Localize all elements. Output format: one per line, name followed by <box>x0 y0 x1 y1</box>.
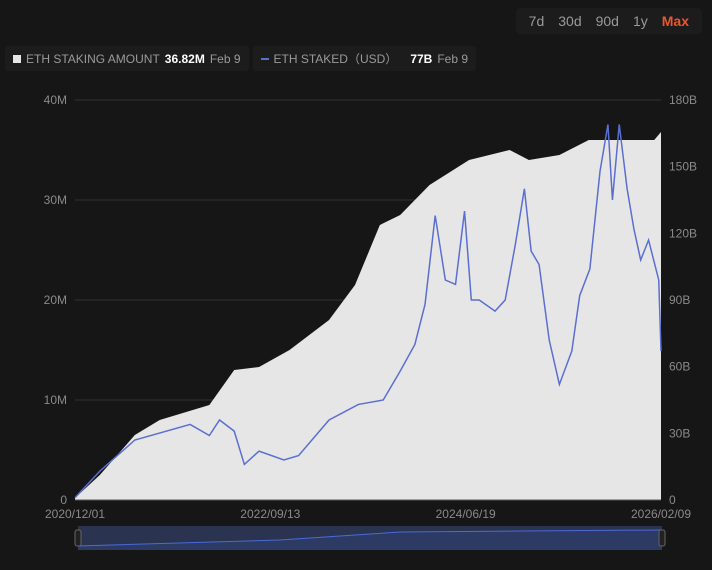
y-right-tick: 150B <box>669 160 697 174</box>
navigator-line <box>77 529 663 547</box>
range-button-30d[interactable]: 30d <box>558 13 582 29</box>
x-tick: 2026/02/09 <box>631 507 691 521</box>
range-button-1y[interactable]: 1y <box>632 13 648 29</box>
square-icon <box>13 54 21 63</box>
staking-amount-area <box>75 132 661 500</box>
legend-date: Feb 9 <box>437 51 469 66</box>
navigator-handle[interactable] <box>74 529 82 547</box>
range-selector: 7d 30d 90d 1y Max <box>515 8 702 34</box>
y-left-tick: 30M <box>44 193 67 207</box>
x-tick: 2024/06/19 <box>436 507 496 521</box>
navigator-handle[interactable] <box>658 529 666 547</box>
legend-date: Feb 9 <box>209 51 241 66</box>
y-left-tick: 10M <box>44 393 67 407</box>
y-left-tick: 0 <box>60 493 67 507</box>
y-right-tick: 120B <box>669 226 697 240</box>
staked-usd-line <box>74 124 662 499</box>
line-icon <box>260 57 269 60</box>
navigator-area <box>78 530 662 550</box>
legend-name: ETH STAKED（USD） <box>273 52 398 66</box>
legend: ETH STAKING AMOUNT 36.82M Feb 9 ETH STAK… <box>5 46 477 71</box>
y-left-tick: 20M <box>44 293 67 307</box>
legend-item-staking-amount[interactable]: ETH STAKING AMOUNT 36.82M Feb 9 <box>5 46 249 71</box>
range-button-max[interactable]: Max <box>661 13 689 29</box>
y-right-tick: 60B <box>669 360 690 374</box>
y-right-tick: 180B <box>669 93 697 107</box>
legend-value: 36.82M <box>164 51 205 66</box>
range-button-90d[interactable]: 90d <box>595 13 619 29</box>
x-tick: 2022/09/13 <box>240 507 300 521</box>
y-right-tick: 30B <box>669 426 690 440</box>
y-right-tick: 90B <box>669 293 690 307</box>
legend-value: 77B <box>410 51 433 66</box>
y-left-tick: 40M <box>44 93 67 107</box>
y-right-tick: 0 <box>669 493 676 507</box>
x-tick: 2020/12/01 <box>45 507 105 521</box>
range-button-7d[interactable]: 7d <box>528 13 545 29</box>
legend-name: ETH STAKING AMOUNT <box>26 51 160 66</box>
legend-item-staked-usd[interactable]: ETH STAKED（USD） 77B Feb 9 <box>252 46 477 71</box>
